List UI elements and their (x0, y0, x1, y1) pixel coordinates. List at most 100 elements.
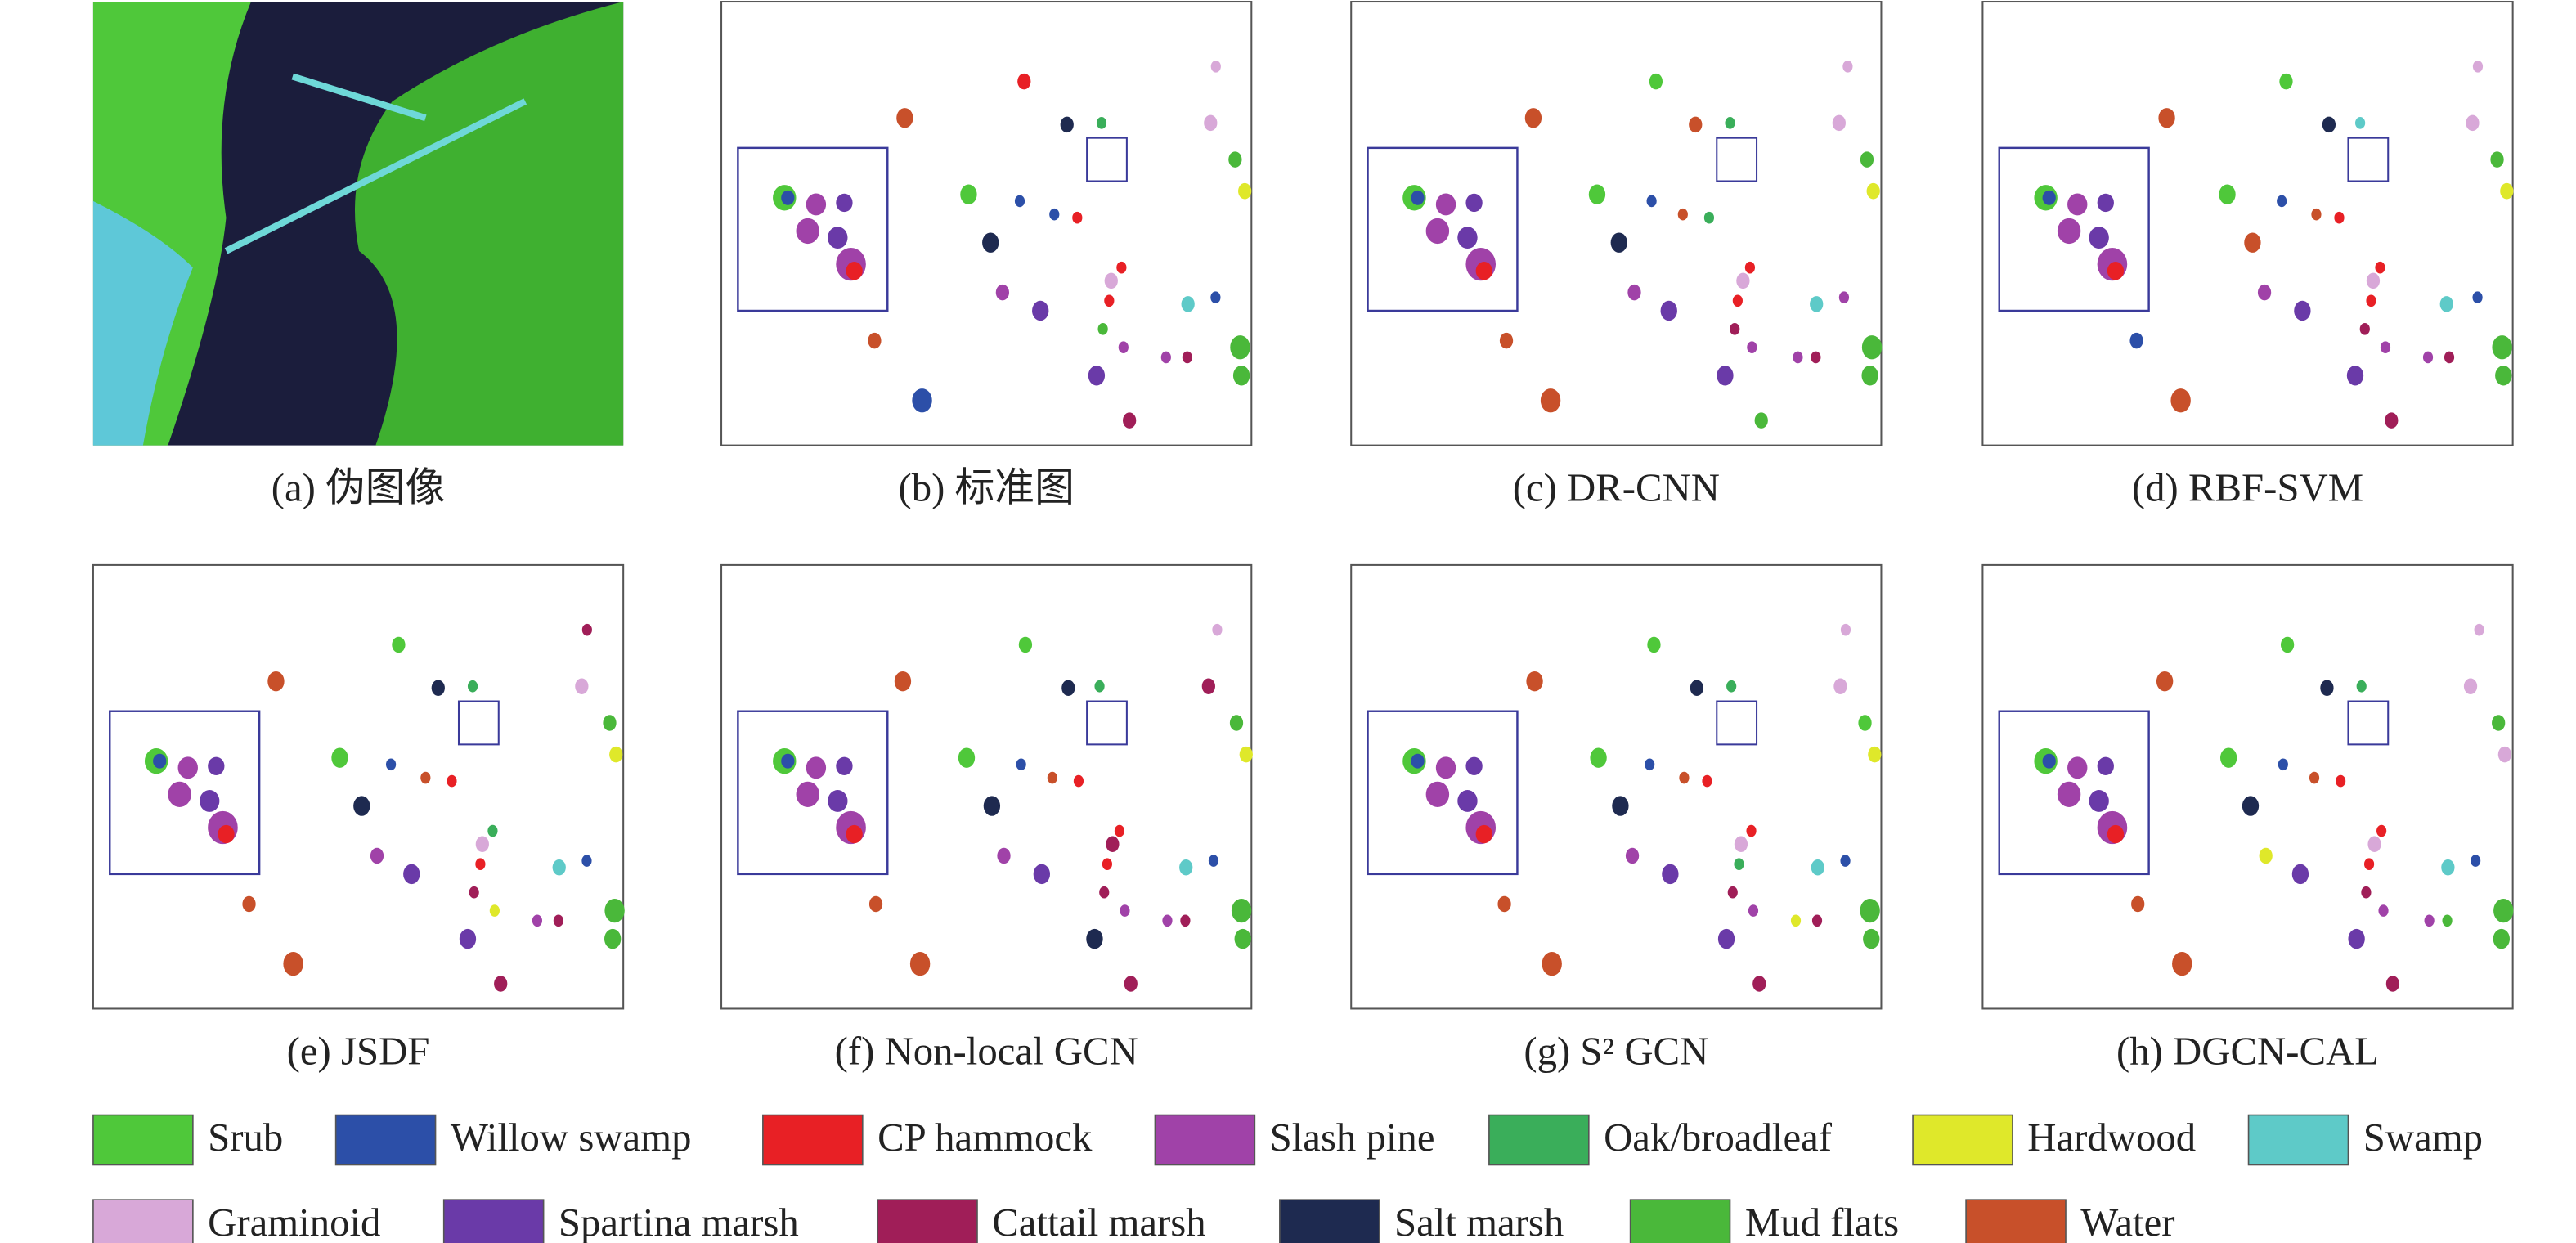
zoom-region (2067, 193, 2088, 216)
map-region (604, 928, 622, 949)
map-region (1736, 272, 1750, 289)
map-region (1752, 976, 1766, 992)
map-region (960, 184, 977, 204)
map-region (603, 715, 617, 731)
zoom-box-small (457, 700, 500, 746)
map-region (1725, 117, 1735, 129)
map-region (2129, 332, 2143, 349)
map-region (1102, 858, 1113, 870)
zoom-box (109, 710, 261, 876)
map-region (1032, 300, 1049, 321)
zoom-region (168, 781, 191, 807)
map-region (1208, 855, 1219, 867)
map-region (2158, 108, 2175, 128)
zoom-region (781, 753, 795, 769)
map-region (1230, 335, 1250, 360)
zoom-box (737, 146, 889, 312)
map-region (2278, 758, 2288, 771)
map-region (1238, 182, 1252, 200)
map-region (2309, 771, 2320, 784)
map-region (1811, 859, 1824, 876)
map-region (1660, 300, 1677, 321)
map-region (2244, 232, 2261, 253)
map-region (1863, 928, 1880, 949)
map-region (1793, 351, 1803, 364)
map-region (489, 904, 500, 917)
map-region (1860, 151, 1874, 168)
zoom-region (2042, 753, 2056, 769)
map-region (983, 796, 1001, 816)
legend-label: Slash pine (1270, 1115, 1435, 1160)
map-panel (92, 2, 624, 446)
map-region (1754, 412, 1768, 429)
map-region (1588, 184, 1606, 204)
legend-label: Spartina marsh (559, 1200, 799, 1243)
map-region (1833, 678, 1847, 695)
map-region (2346, 366, 2364, 386)
map-region (1160, 351, 1171, 364)
map-region (2492, 715, 2506, 731)
map-region (1860, 898, 1880, 923)
map-region (1727, 886, 1738, 899)
map-region (1180, 914, 1191, 927)
map-region (2277, 195, 2287, 208)
map-region (1049, 208, 1060, 221)
map-region (469, 886, 479, 899)
map-region (2376, 824, 2387, 837)
zoom-box-small (1716, 700, 1758, 746)
map-region (2291, 864, 2309, 885)
map-panel (1981, 1, 2514, 446)
map-region (459, 928, 477, 949)
land-left-cyan (92, 200, 193, 446)
map-region (403, 864, 420, 885)
map-region (1811, 914, 1823, 927)
map-region (1612, 796, 1629, 816)
map-region (1097, 323, 1108, 335)
zoom-region (2057, 218, 2081, 245)
map-region (1861, 366, 1878, 386)
map-region (1690, 680, 1704, 697)
map-panel (720, 563, 1253, 1010)
map-region (2172, 951, 2192, 976)
map-region (1790, 914, 1802, 927)
map-region (1627, 284, 1641, 301)
map-region (894, 671, 912, 692)
map-region (2356, 680, 2367, 693)
map-region (909, 951, 931, 976)
map-region (475, 858, 486, 870)
map-region (1106, 836, 1120, 853)
map-region (431, 680, 445, 697)
map-region (1868, 746, 1882, 763)
map-region (1703, 211, 1715, 224)
channel (224, 73, 527, 254)
map-region (1179, 859, 1193, 876)
map-region (868, 332, 882, 349)
legend-swatch (1629, 1199, 1731, 1243)
legend-label: Swamp (2363, 1115, 2483, 1160)
legend-label: Water (2080, 1200, 2174, 1243)
map-region (2422, 351, 2434, 364)
legend-swatch (877, 1199, 978, 1243)
legend-swatch (1965, 1199, 2067, 1243)
map-region (1540, 388, 1561, 413)
map-region (997, 847, 1011, 864)
map-region (581, 623, 592, 636)
map-region (1717, 928, 1735, 949)
map-region (1099, 886, 1110, 899)
map-region (2334, 211, 2345, 224)
map-region (2380, 341, 2391, 354)
zoom-region (2097, 193, 2114, 213)
map-region (1677, 208, 1688, 221)
zoom-box (1367, 710, 1519, 876)
map-region (1060, 116, 1074, 133)
map-region (2471, 855, 2481, 867)
map-region (1748, 904, 1759, 917)
map-region (958, 747, 976, 768)
panel-caption: (c) DR-CNN (1513, 466, 1720, 510)
zoom-region (1465, 193, 1483, 213)
map-region (2385, 976, 2400, 992)
map-region (1689, 116, 1703, 133)
map-region (2257, 284, 2272, 301)
map-region (1212, 623, 1223, 636)
map-region (2366, 272, 2381, 289)
